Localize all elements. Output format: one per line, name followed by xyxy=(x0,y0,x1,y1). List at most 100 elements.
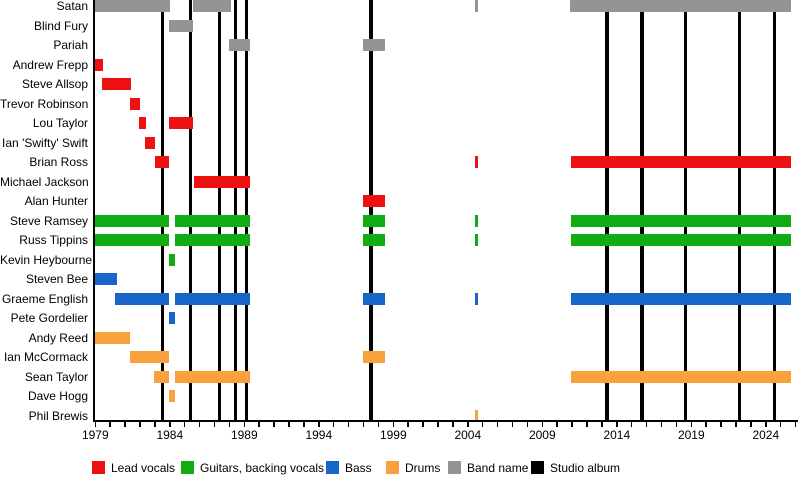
row-label: Lou Taylor xyxy=(32,116,88,130)
x-axis-tick xyxy=(422,421,424,427)
row-label: Michael Jackson xyxy=(0,174,89,189)
member-tenure-bar xyxy=(169,253,175,266)
x-axis-tick xyxy=(273,421,275,427)
row-label: Andrew Frepp xyxy=(12,57,88,72)
member-tenure-bar xyxy=(474,234,479,246)
row-label: Steven Bee xyxy=(25,272,88,286)
x-axis-tick xyxy=(735,421,737,427)
studio-album-swatch xyxy=(531,461,544,474)
studio-album-line xyxy=(737,0,742,420)
x-axis-tick xyxy=(645,421,648,427)
row-label: Pariah xyxy=(53,38,88,52)
row-label: Steve Ramsey xyxy=(9,213,88,228)
row-label: Trevor Robinson xyxy=(0,96,89,111)
member-tenure-bar xyxy=(362,234,386,246)
row-label: Russ Tippins xyxy=(19,233,88,247)
studio-album-line xyxy=(369,0,373,420)
row-label: Pete Gordelier xyxy=(10,311,88,325)
x-axis-tick xyxy=(139,421,141,427)
x-axis-tick xyxy=(392,421,395,427)
x-axis-tick xyxy=(511,421,514,427)
row-label: Andy Reed xyxy=(28,330,88,345)
member-tenure-bar xyxy=(114,292,170,305)
member-tenure-bar xyxy=(95,234,170,246)
x-axis-tick xyxy=(571,421,573,427)
member-tenure-bar xyxy=(130,97,140,110)
row-label: Dave Hogg xyxy=(27,389,88,403)
x-axis-tick xyxy=(526,421,529,427)
x-axis-tick xyxy=(332,421,335,427)
member-tenure-bar xyxy=(175,234,251,246)
x-axis-tick xyxy=(675,421,678,427)
x-axis-tick xyxy=(690,421,693,427)
member-tenure-bar xyxy=(175,214,251,227)
row-label: Brian Ross xyxy=(29,155,88,169)
x-axis-tick xyxy=(779,421,782,427)
x-axis-year-label: 2009 xyxy=(528,428,556,442)
studio-album-line xyxy=(217,0,222,420)
x-axis-year-label: 2004 xyxy=(454,428,482,442)
legend-label: Guitars, backing vocals xyxy=(200,461,325,475)
y-axis-line xyxy=(93,0,95,422)
studio-album-line xyxy=(244,0,249,420)
band-name-bar xyxy=(192,0,231,12)
band-name-bar xyxy=(95,0,170,12)
studio-album-line xyxy=(160,0,165,420)
x-axis-tick xyxy=(556,421,558,427)
row-label: Alan Hunter xyxy=(24,194,88,208)
x-axis-tick xyxy=(258,421,260,427)
x-axis-tick xyxy=(750,421,752,427)
x-axis-tick xyxy=(288,421,290,427)
member-tenure-bar xyxy=(154,370,170,383)
x-axis-tick xyxy=(303,421,305,427)
x-axis-year-label: 1989 xyxy=(230,428,258,442)
member-tenure-bar xyxy=(95,214,170,227)
x-axis-tick xyxy=(213,421,216,427)
member-tenure-bar xyxy=(139,117,146,129)
x-axis-tick xyxy=(124,421,126,427)
studio-album-line xyxy=(683,0,688,420)
member-tenure-bar xyxy=(169,117,193,129)
x-axis-tick xyxy=(318,421,320,427)
row-label: Sean Taylor xyxy=(24,369,88,384)
row-label: Ian McCormack xyxy=(3,350,88,364)
member-tenure-bar xyxy=(362,214,386,227)
x-axis-year-label: 1999 xyxy=(379,428,407,442)
x-axis-year-label: 2024 xyxy=(752,428,780,442)
member-tenure-bar xyxy=(570,370,792,383)
member-tenure-bar xyxy=(95,273,117,285)
member-tenure-bar xyxy=(95,58,103,71)
member-tenure-bar xyxy=(362,195,386,207)
band-name-bar xyxy=(229,39,251,51)
x-axis-tick xyxy=(660,421,663,427)
band-name-bar xyxy=(569,0,792,12)
row-label: Graeme English xyxy=(1,291,88,306)
drums-swatch xyxy=(386,461,399,474)
member-tenure-bar xyxy=(154,156,170,168)
x-axis-tick xyxy=(630,421,633,427)
member-tenure-bar xyxy=(570,292,792,305)
x-axis-tick xyxy=(362,421,365,427)
legend-label: Bass xyxy=(345,461,372,475)
legend-label: Studio album xyxy=(550,461,621,475)
member-tenure-bar xyxy=(570,156,792,168)
x-axis-tick xyxy=(496,421,499,427)
member-tenure-bar xyxy=(570,234,792,246)
member-tenure-bar xyxy=(145,136,155,149)
member-tenure-bar xyxy=(193,175,251,188)
x-axis-tick xyxy=(616,421,618,427)
row-label: Ian 'Swifty' Swift xyxy=(2,135,88,150)
x-axis-year-label: 1984 xyxy=(156,428,184,442)
legend-label: Drums xyxy=(405,461,441,475)
x-axis-tick xyxy=(228,421,231,427)
member-tenure-bar xyxy=(169,312,175,324)
member-tenure-bar xyxy=(474,409,479,422)
x-axis-tick xyxy=(467,421,469,427)
studio-album-line xyxy=(605,0,609,420)
band-name-bar xyxy=(474,0,479,12)
member-tenure-bar xyxy=(102,78,132,90)
x-axis-tick xyxy=(94,421,97,427)
x-axis-tick xyxy=(169,421,171,427)
x-axis-year-label: 1994 xyxy=(305,428,333,442)
member-tenure-bar xyxy=(175,292,251,305)
